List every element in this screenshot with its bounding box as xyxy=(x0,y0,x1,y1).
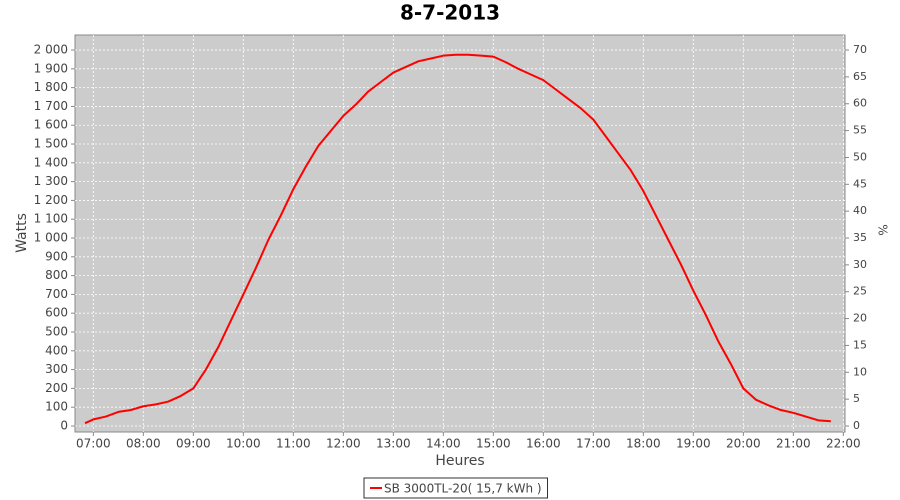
y2-tick-label: 5 xyxy=(853,392,860,405)
y-tick-label: 2 000 xyxy=(34,43,68,57)
x-tick-label: 09:00 xyxy=(176,437,211,451)
y2-tick-label: 45 xyxy=(853,177,867,190)
y-tick-label: 1 100 xyxy=(34,212,68,226)
y2-tick-label: 55 xyxy=(853,124,867,137)
x-tick-label: 19:00 xyxy=(676,437,711,451)
y2-tick-label: 10 xyxy=(853,365,867,378)
y-tick-label: 1 800 xyxy=(34,80,68,94)
x-tick-label: 18:00 xyxy=(626,437,661,451)
x-tick-label: 16:00 xyxy=(526,437,561,451)
y-tick-label: 1 500 xyxy=(34,137,68,151)
y2-tick-label: 65 xyxy=(853,70,867,83)
y-tick-label: 100 xyxy=(45,400,68,414)
x-axis-label: Heures xyxy=(435,453,484,469)
y2-tick-label: 30 xyxy=(853,258,867,271)
y-tick-label: 300 xyxy=(45,362,68,376)
y2-axis-label: % xyxy=(876,224,890,235)
y2-tick-label: 50 xyxy=(853,150,867,163)
y-tick-label: 0 xyxy=(60,418,68,432)
y-tick-label: 900 xyxy=(45,249,68,263)
legend: SB 3000TL-20( 15,7 kWh ) xyxy=(363,477,548,499)
y2-tick-label: 20 xyxy=(853,312,867,325)
legend-box xyxy=(363,477,548,499)
y2-tick-label: 70 xyxy=(853,43,867,56)
y-axis-label: Watts xyxy=(14,213,30,253)
series-line xyxy=(84,53,831,425)
chart-title: 8-7-2013 xyxy=(400,1,500,25)
legend-label: SB 3000TL-20( 15,7 kWh ) xyxy=(384,482,542,496)
y-tick-label: 1 200 xyxy=(34,193,68,207)
y-tick-label: 700 xyxy=(45,287,68,301)
x-tick-label: 22:00 xyxy=(826,437,861,451)
y-tick-label: 600 xyxy=(45,306,68,320)
y-tick-label: 500 xyxy=(45,324,68,338)
y2-tick-label: 40 xyxy=(853,204,867,217)
y-tick-label: 800 xyxy=(45,268,68,282)
x-tick-label: 15:00 xyxy=(476,437,511,451)
x-tick-label: 17:00 xyxy=(576,437,611,451)
y2-tick-label: 60 xyxy=(853,97,867,110)
x-tick-label: 07:00 xyxy=(76,437,111,451)
y2-tick-label: 15 xyxy=(853,338,867,351)
y2-tick-label: 0 xyxy=(853,419,860,432)
x-tick-label: 12:00 xyxy=(326,437,361,451)
y-tick-label: 1 000 xyxy=(34,231,68,245)
y-tick-label: 1 900 xyxy=(34,61,68,75)
x-tick-label: 11:00 xyxy=(276,437,311,451)
x-tick-label: 14:00 xyxy=(426,437,461,451)
y2-tick-label: 35 xyxy=(853,231,867,244)
x-tick-label: 13:00 xyxy=(376,437,411,451)
y-tick-label: 1 600 xyxy=(34,118,68,132)
x-tick-label: 21:00 xyxy=(776,437,811,451)
x-tick-label: 10:00 xyxy=(226,437,261,451)
y-tick-label: 1 400 xyxy=(34,155,68,169)
y-tick-label: 1 300 xyxy=(34,174,68,188)
y-tick-label: 400 xyxy=(45,343,68,357)
y-tick-label: 1 700 xyxy=(34,99,68,113)
y2-tick-label: 25 xyxy=(853,285,867,298)
y-tick-label: 200 xyxy=(45,381,68,395)
x-tick-label: 08:00 xyxy=(126,437,161,451)
x-tick-label: 20:00 xyxy=(726,437,761,451)
plot-area xyxy=(74,34,846,433)
